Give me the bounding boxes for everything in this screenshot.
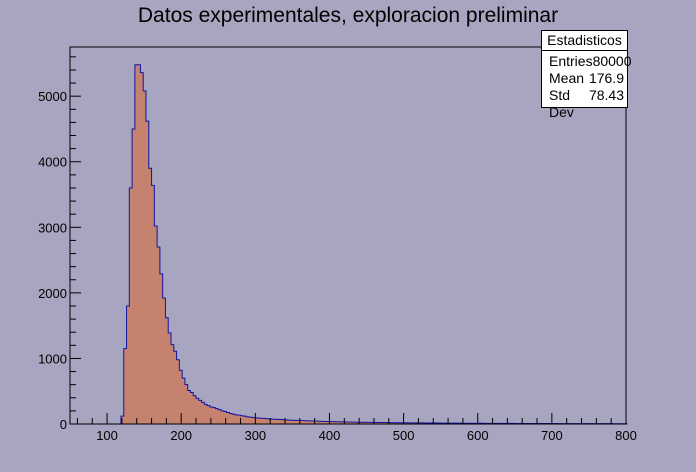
stats-value: 80000 [592,53,632,69]
y-tick-label: 1000 [38,351,67,366]
x-tick-label: 700 [541,428,563,443]
stats-label: Entries [549,53,593,69]
histogram-fill [107,64,627,424]
x-tick-label: 400 [319,428,341,443]
y-tick-label: 0 [60,417,67,432]
statistics-box: Estadisticos Entries 80000 Mean 176.9 St… [541,30,632,120]
x-tick-label: 100 [96,428,118,443]
chart-title: Datos experimentales, exploracion prelim… [137,4,559,27]
stats-value: 78.43 [588,87,624,103]
stats-row-mean: Mean 176.9 [542,70,627,87]
x-tick-label: 600 [467,428,489,443]
stats-row-entries: Entries 80000 [542,53,632,70]
stats-row-stddev: Std Dev 78.43 [542,87,627,120]
histogram-outline [107,64,628,425]
stats-label: Mean [549,70,585,86]
stats-title: Estadisticos [542,31,627,51]
x-tick-label: 800 [615,428,637,443]
y-tick-label: 3000 [38,220,67,235]
y-tick-label: 5000 [38,89,67,104]
stats-value: 176.9 [588,70,624,86]
x-tick-label: 200 [170,428,192,443]
plot-frame [69,46,627,425]
x-tick-label: 500 [393,428,415,443]
y-tick-label: 4000 [38,155,67,170]
y-tick-label: 2000 [38,286,67,301]
stats-label: Std Dev [549,87,574,120]
x-tick-label: 300 [244,428,266,443]
